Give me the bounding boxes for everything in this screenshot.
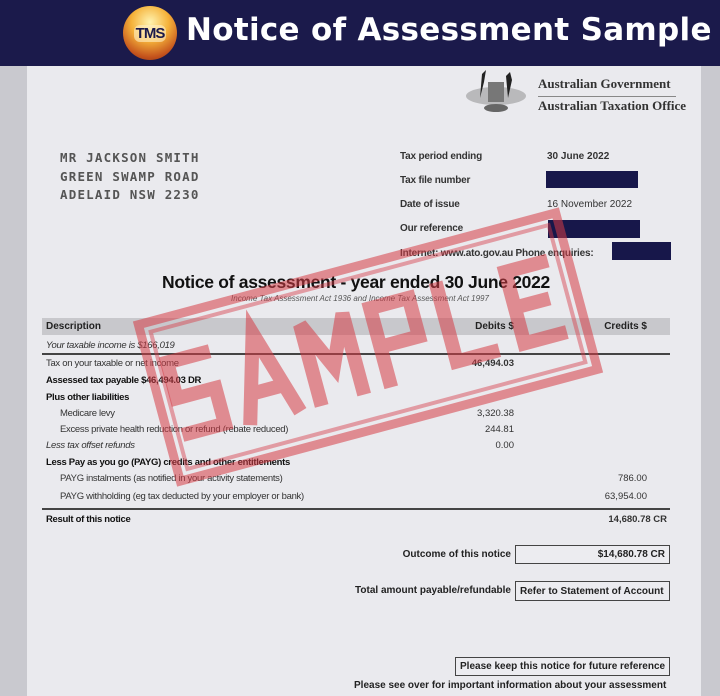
coat-of-arms-icon	[466, 70, 526, 112]
table-header	[42, 318, 670, 335]
phone-redaction	[612, 242, 671, 260]
divider	[42, 508, 670, 510]
table-row: Plus other liabilities	[46, 392, 130, 403]
table-row: Less tax offset refunds	[46, 440, 135, 451]
outcome-label: Outcome of this notice	[402, 549, 511, 560]
table-row: Medicare levy	[60, 408, 115, 419]
description-header: Description	[46, 321, 102, 332]
total-label: Total amount payable/refundable	[355, 585, 511, 596]
keep-notice-box: Please keep this notice for future refer…	[455, 657, 670, 676]
address-line: ADELAID NSW 2230	[60, 187, 200, 202]
outcome-value: $14,680.78 CR	[515, 545, 670, 564]
tfn-label: Tax file number	[400, 175, 471, 186]
tfn-redaction	[546, 171, 638, 188]
debit-value: 244.81	[484, 424, 514, 435]
issue-date-value: 16 November 2022	[547, 199, 633, 210]
see-over-note: Please see over for important informatio…	[354, 680, 667, 691]
divider	[538, 96, 676, 97]
address-line: MR JACKSON SMITH	[60, 150, 200, 165]
notice-title: Notice of assessment - year ended 30 Jun…	[0, 272, 720, 293]
total-value: Refer to Statement of Account	[515, 581, 670, 601]
table-row: Tax on your taxable or net income	[46, 358, 179, 369]
table-row: Excess private health reduction or refun…	[60, 424, 289, 435]
logo-text: TMS	[133, 24, 167, 42]
debit-value: 0.00	[495, 440, 515, 451]
reference-label: Our reference	[400, 223, 463, 234]
tax-period-value: 30 June 2022	[547, 151, 610, 162]
reference-redaction	[548, 220, 640, 238]
notice-subtitle: Income Tax Assessment Act 1936 and Incom…	[231, 294, 489, 303]
issue-date-label: Date of issue	[400, 199, 460, 210]
debit-value: 46,494.03	[471, 358, 514, 369]
banner-title: Notice of Assessment Sample	[186, 12, 712, 48]
address-line: GREEN SWAMP ROAD	[60, 169, 200, 184]
office-name: Australian Taxation Office	[538, 98, 687, 113]
credit-value: 14,680.78 CR	[608, 514, 667, 525]
debit-value: 3,320.38	[477, 408, 514, 419]
debits-header: Debits $	[475, 321, 514, 332]
notice-title-text: Notice of assessment - year ended 30 Jun…	[162, 272, 550, 292]
divider	[42, 353, 670, 355]
banner: TMS Notice of Assessment Sample	[0, 0, 720, 66]
credit-value: 63,954.00	[604, 491, 647, 502]
table-row: Result of this notice	[46, 514, 131, 525]
table-row: PAYG instalments (as notified in your ac…	[60, 473, 283, 484]
agency-name: Australian Government	[538, 76, 671, 91]
tms-logo: TMS	[123, 6, 177, 60]
contact-label: Internet: www.ato.gov.au Phone enquiries…	[400, 248, 594, 259]
credits-header: Credits $	[604, 321, 647, 332]
table-row: Less Pay as you go (PAYG) credits and ot…	[46, 457, 290, 468]
table-row: Your taxable income is $166,019	[46, 340, 175, 351]
table-row: PAYG withholding (eg tax deducted by you…	[60, 491, 304, 502]
tax-period-label: Tax period ending	[400, 151, 482, 162]
table-row: Assessed tax payable $46,494.03 DR	[46, 375, 202, 386]
credit-value: 786.00	[617, 473, 647, 484]
